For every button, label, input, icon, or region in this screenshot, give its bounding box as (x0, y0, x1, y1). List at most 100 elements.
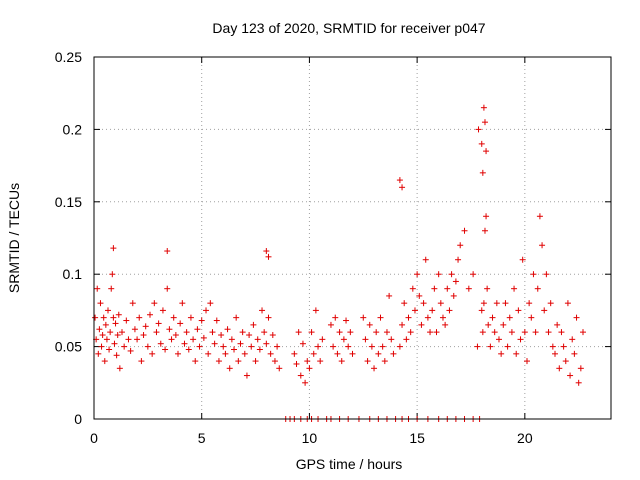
y-tick-label: 0.25 (55, 49, 82, 65)
data-point (327, 321, 334, 328)
data-point (424, 314, 431, 321)
data-point (100, 314, 107, 321)
data-point (291, 350, 298, 357)
data-point (450, 292, 457, 299)
data-point (110, 245, 117, 252)
data-point (523, 358, 530, 365)
data-point (105, 307, 112, 314)
data-point (386, 292, 393, 299)
data-point (241, 350, 248, 357)
data-point (381, 358, 388, 365)
data-point (95, 350, 102, 357)
data-point (302, 379, 309, 386)
data-point (405, 314, 412, 321)
data-point (317, 358, 324, 365)
data-point (368, 343, 375, 350)
data-point (271, 358, 278, 365)
data-point (506, 314, 513, 321)
data-point (110, 314, 117, 321)
data-point (442, 321, 449, 328)
x-axis-title: GPS time / hours (296, 456, 403, 472)
data-point (491, 329, 498, 336)
data-point (315, 343, 322, 350)
x-tick-label: 20 (517, 430, 533, 446)
data-point (306, 365, 313, 372)
data-point (159, 307, 166, 314)
data-point (157, 340, 164, 347)
chart-title: Day 123 of 2020, SRMTID for receiver p04… (212, 20, 485, 36)
data-point (547, 300, 554, 307)
data-point (493, 300, 500, 307)
data-point (377, 314, 384, 321)
data-point (172, 332, 179, 339)
data-point (481, 119, 488, 126)
data-point (360, 314, 367, 321)
data-point (513, 350, 520, 357)
data-point (136, 314, 143, 321)
data-point (409, 285, 416, 292)
data-point (483, 213, 490, 220)
data-point (299, 340, 306, 347)
data-point (484, 285, 491, 292)
data-point (233, 314, 240, 321)
data-point (487, 343, 494, 350)
data-point (379, 343, 386, 350)
data-point (457, 242, 464, 249)
x-tick-label: 5 (198, 430, 206, 446)
data-point (371, 365, 378, 372)
data-point (343, 317, 350, 324)
data-point (103, 336, 110, 343)
data-point (564, 300, 571, 307)
data-point (213, 317, 220, 324)
data-point (92, 314, 99, 321)
data-point (155, 320, 162, 327)
data-point (175, 350, 182, 357)
data-point (498, 350, 505, 357)
data-point (437, 300, 444, 307)
data-point (261, 329, 268, 336)
data-point (168, 336, 175, 343)
data-point (297, 372, 304, 379)
data-point (196, 343, 203, 350)
data-point (347, 329, 354, 336)
data-point (545, 329, 552, 336)
data-point (144, 343, 151, 350)
data-point (340, 336, 347, 343)
data-point (495, 336, 502, 343)
data-point (556, 365, 563, 372)
data-point (455, 256, 462, 263)
data-point (107, 329, 114, 336)
data-point (418, 321, 425, 328)
data-point (543, 271, 550, 278)
data-point (235, 358, 242, 365)
data-point (200, 334, 207, 341)
data-point (269, 332, 276, 339)
data-point (263, 340, 270, 347)
data-point (475, 126, 482, 133)
data-point (113, 352, 120, 359)
data-point (265, 314, 272, 321)
data-point (162, 346, 169, 353)
data-point (336, 329, 343, 336)
data-point (562, 358, 569, 365)
data-point (142, 323, 149, 330)
data-point (222, 350, 229, 357)
data-point (98, 343, 105, 350)
data-point (99, 332, 106, 339)
data-point (194, 326, 201, 333)
data-point (192, 358, 199, 365)
data-point (164, 248, 171, 255)
data-point (567, 372, 574, 379)
data-point (115, 311, 122, 318)
data-point (211, 340, 218, 347)
data-point (461, 227, 468, 234)
data-point (575, 379, 582, 386)
data-point (338, 358, 345, 365)
data-point (109, 271, 116, 278)
data-point (114, 332, 121, 339)
data-point (256, 346, 263, 353)
data-point (224, 326, 231, 333)
data-point (111, 340, 118, 347)
data-point (481, 227, 488, 234)
